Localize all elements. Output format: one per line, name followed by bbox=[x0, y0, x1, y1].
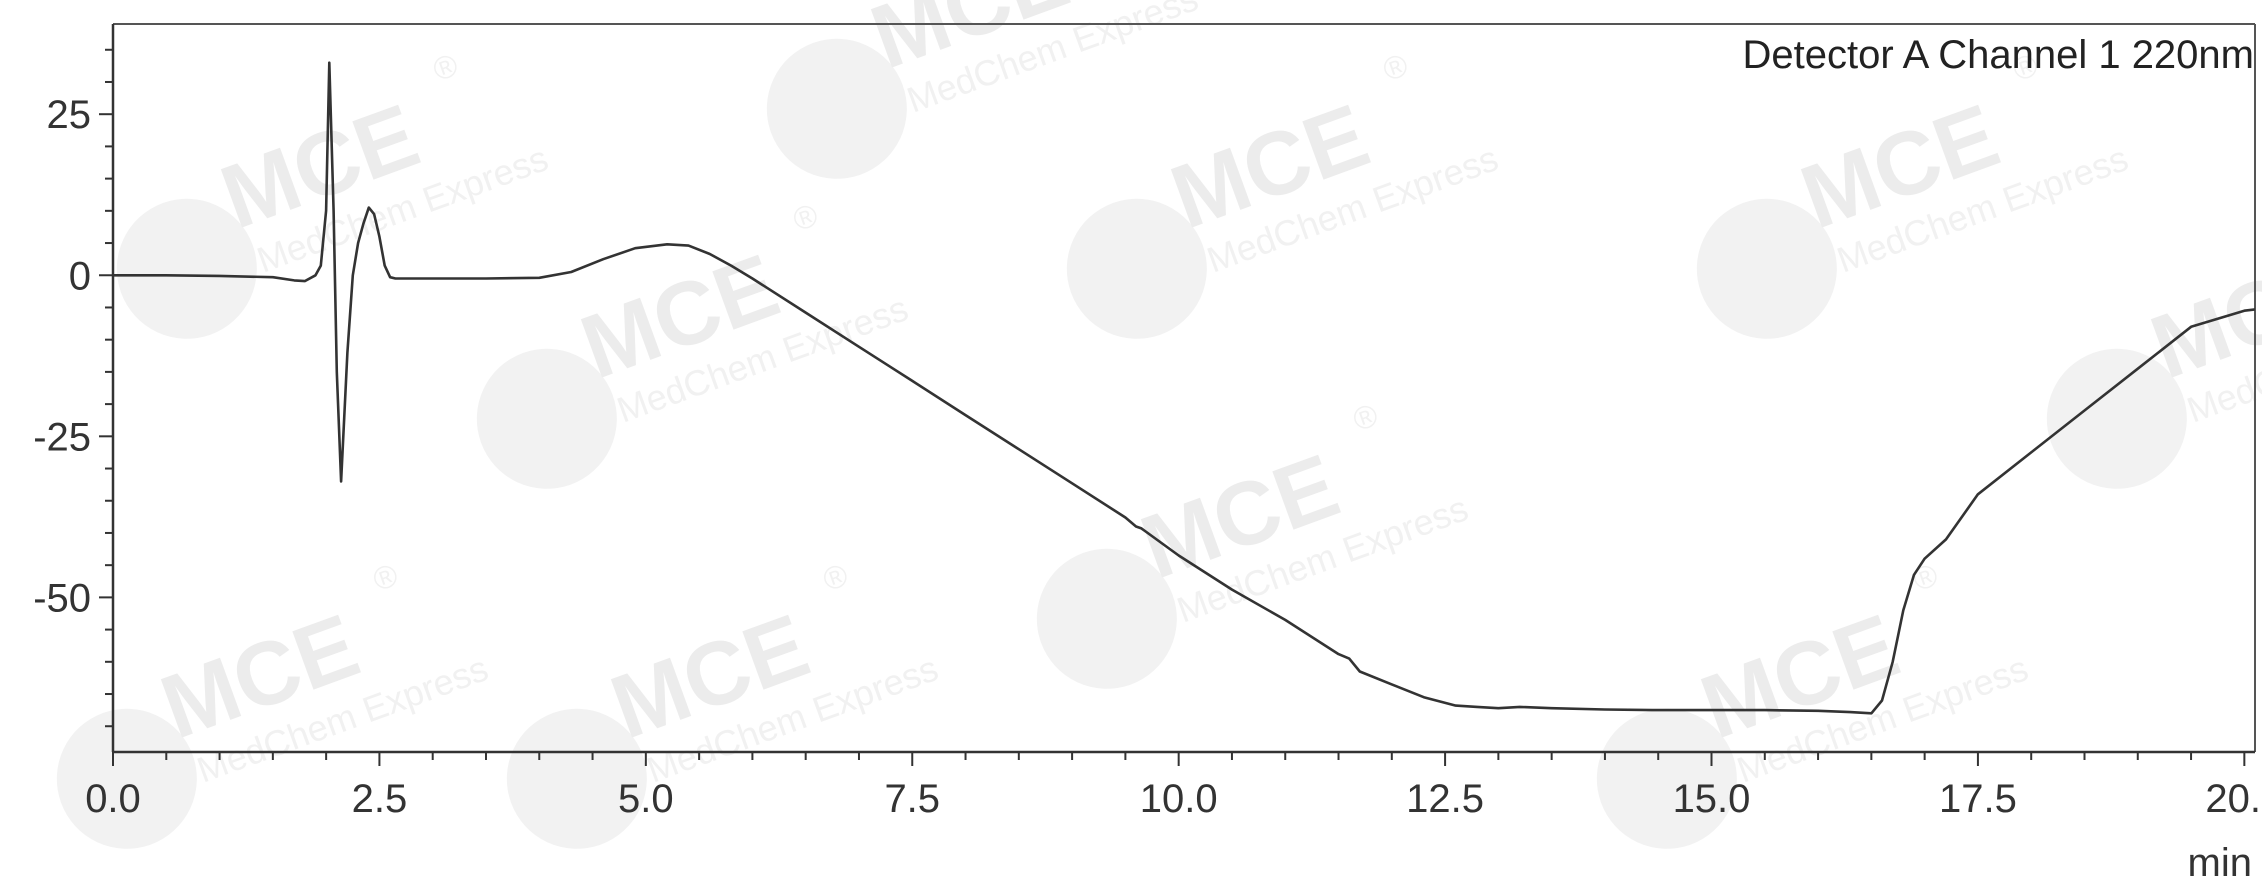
axes bbox=[111, 23, 2256, 754]
legend-label: Detector A Channel 1 220nm bbox=[1743, 33, 2254, 77]
x-tick-label: 15.0 bbox=[1673, 777, 1751, 821]
x-axis-unit-label: min bbox=[2188, 841, 2252, 882]
y-tick-label: 25 bbox=[47, 93, 92, 137]
watermark-registered-mark: ® bbox=[1348, 396, 1383, 438]
x-tick-label: 0.0 bbox=[85, 777, 141, 821]
y-tick-label: -50 bbox=[33, 576, 91, 620]
watermark-registered-mark: ® bbox=[428, 46, 463, 88]
watermark-hex-icon bbox=[766, 38, 907, 179]
series-line bbox=[113, 61, 2256, 715]
x-tick-label: 2.5 bbox=[352, 777, 408, 821]
watermark-registered-mark: ® bbox=[788, 196, 823, 238]
watermark-hex-icon bbox=[1066, 198, 1207, 339]
watermark-registered-mark: ® bbox=[818, 556, 853, 598]
x-tick-label: 12.5 bbox=[1406, 777, 1484, 821]
watermark-hex-icon bbox=[1696, 198, 1837, 339]
x-tick-label: 17.5 bbox=[1939, 777, 2017, 821]
x-tick-label: 10.0 bbox=[1140, 777, 1218, 821]
y-tick-label: -25 bbox=[33, 415, 91, 459]
y-tick-label: 0 bbox=[69, 254, 91, 298]
y-axis: 25 0 -25 -50 bbox=[33, 48, 113, 728]
watermark-registered-mark: ® bbox=[368, 556, 403, 598]
x-axis: 0.0 2.5 5.0 7.5 10.0 12.5 15.0 17.5 20.0 bbox=[85, 752, 2262, 821]
watermark-hex-icon bbox=[1036, 548, 1177, 689]
watermark-hex-icon bbox=[56, 708, 197, 849]
watermark-hex-icon bbox=[476, 348, 617, 489]
watermark-registered-mark: ® bbox=[1378, 46, 1413, 88]
x-tick-label: 7.5 bbox=[884, 777, 940, 821]
watermark-hex-icon bbox=[506, 708, 647, 849]
x-tick-label: 5.0 bbox=[618, 777, 674, 821]
watermark-hex-icon bbox=[1596, 708, 1737, 849]
x-tick-label: 20.0 bbox=[2205, 777, 2262, 821]
watermark-hex-icon bbox=[2046, 348, 2187, 489]
watermark-hex-icon bbox=[116, 198, 257, 339]
